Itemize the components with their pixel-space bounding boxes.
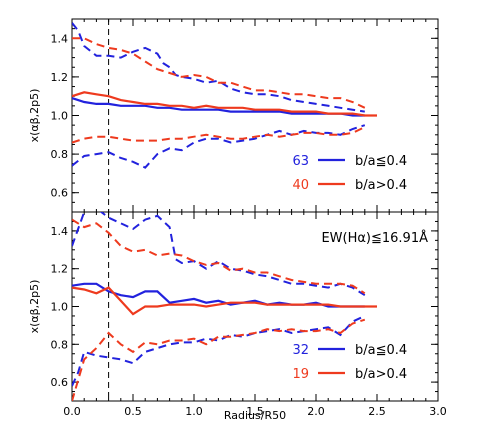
series-blue-upper-line [72, 212, 366, 297]
x-tick-label: 0.5 [124, 405, 142, 418]
y-tick-label: 1.2 [51, 263, 69, 276]
y-tick-label: 0.8 [51, 148, 69, 161]
series-blue-upper-line [72, 22, 365, 113]
y-tick-label: 1.0 [51, 301, 69, 314]
y-tick-label: 1.4 [51, 32, 69, 45]
bottom-panel: 0.0 0.5 1.0 1.5 2.0 2.5 3.0 0.6 0.8 1.0 1.2 1.4 x(αβ… [28, 211, 447, 422]
y-tick-label: 0.6 [51, 187, 69, 200]
y-axis-title: x(αβ,2p5) [28, 280, 41, 334]
legend-label-blue: b/a≦0.4 [355, 154, 407, 169]
x-tick-label: 3.0 [429, 405, 447, 418]
legend-label-red: b/a>0.4 [355, 178, 407, 193]
x-tick-label: 0.0 [63, 405, 81, 418]
series-red-lower-line [72, 126, 366, 144]
y-tick-label: 1.2 [51, 71, 69, 84]
data-layer [72, 212, 377, 401]
series-blue-median-line [72, 282, 365, 308]
series-red-lower-line [72, 318, 366, 401]
data-layer [72, 19, 377, 212]
series-red-upper-line [72, 37, 366, 109]
x-tick-label: 1.0 [185, 405, 203, 418]
y-axis-title: x(αβ,2p5) [28, 89, 41, 143]
panel-annotation: EW(Hα)≦16.91Å [321, 230, 428, 246]
y-tick-label: 0.6 [51, 376, 69, 389]
series-red-median-line [72, 286, 377, 316]
x-tick-label: 1.5 [246, 405, 264, 418]
series-blue-lower-line [72, 314, 366, 387]
series-blue-median-line [72, 97, 365, 117]
series-blue-lower-line [72, 124, 366, 169]
series-red-upper-line [72, 218, 366, 295]
legend-count-red: 40 [292, 178, 309, 193]
x-tick-label: 2.0 [307, 405, 325, 418]
legend-count-red: 19 [292, 367, 309, 382]
legend-count-blue: 63 [292, 154, 309, 169]
x-axis-title: Radius/R50 [224, 409, 286, 422]
y-tick-label: 1.0 [51, 110, 69, 123]
y-tick-label: 1.4 [51, 225, 69, 238]
y-tick-label: 0.8 [51, 338, 69, 351]
top-panel: 0.6 0.8 1.0 1.2 1.4 x(αβ,2p5) 63 b/a≦0.4 40 b/a>0… [28, 18, 439, 213]
x-tick-label: 2.5 [368, 405, 386, 418]
legend-label-blue: b/a≦0.4 [355, 343, 407, 358]
legend-label-red: b/a>0.4 [355, 367, 407, 382]
legend-count-blue: 32 [292, 343, 309, 358]
series-red-median-line [72, 91, 377, 117]
